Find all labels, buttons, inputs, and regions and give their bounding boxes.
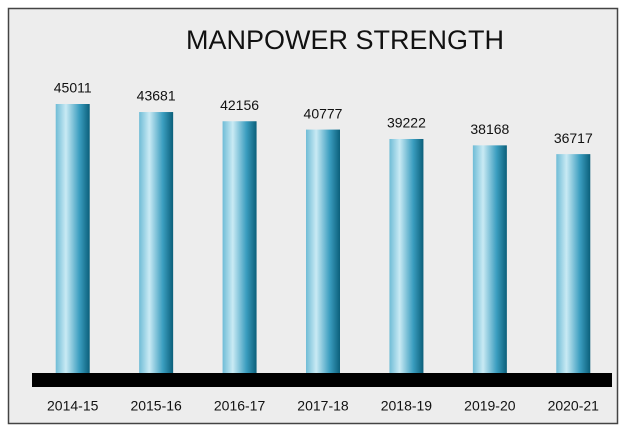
value-label: 40777 xyxy=(304,105,343,121)
baseline xyxy=(32,373,612,387)
value-label: 43681 xyxy=(137,88,176,104)
bar xyxy=(556,154,591,376)
value-label: 39222 xyxy=(387,115,426,131)
x-tick-label: 2017-18 xyxy=(297,398,349,414)
value-label: 38168 xyxy=(470,121,509,137)
chart-title: MANPOWER STRENGTH xyxy=(186,25,504,55)
x-tick-label: 2018-19 xyxy=(381,398,433,414)
value-label: 45011 xyxy=(54,80,92,96)
x-tick-label: 2015-16 xyxy=(130,398,182,414)
bar xyxy=(55,104,90,376)
x-tick-label: 2020-21 xyxy=(548,398,600,414)
bar xyxy=(222,121,257,376)
value-label: 42156 xyxy=(220,97,259,113)
bar xyxy=(472,145,507,376)
x-tick-label: 2019-20 xyxy=(464,398,516,414)
bar xyxy=(306,129,340,376)
value-label: 36717 xyxy=(554,130,593,146)
x-tick-label: 2014-15 xyxy=(47,398,99,414)
bar xyxy=(139,112,174,377)
bar xyxy=(389,138,424,376)
x-tick-label: 2016-17 xyxy=(214,398,266,414)
